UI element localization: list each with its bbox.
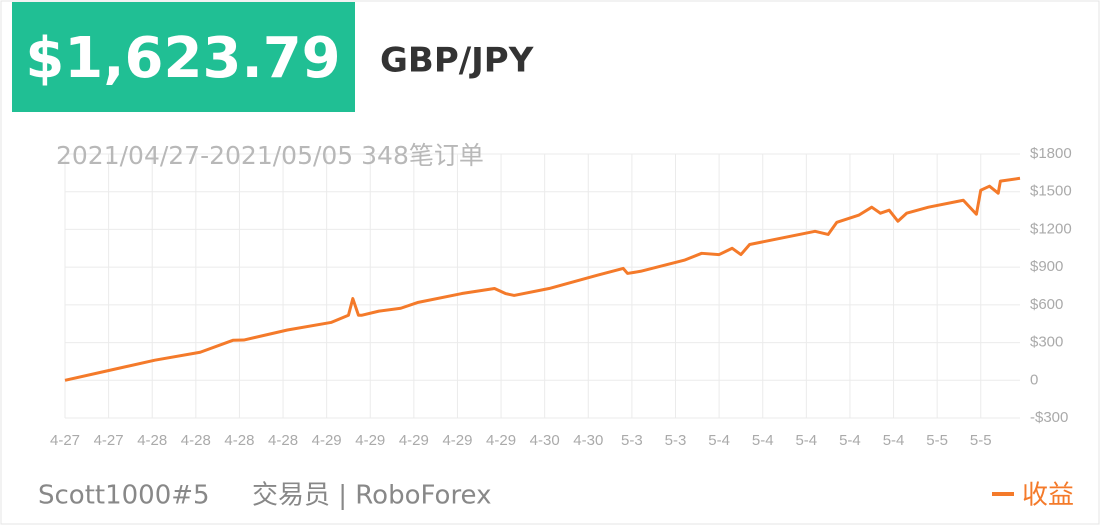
x-tick-label: 4-30 <box>530 432 560 449</box>
amount: $1,623.79 <box>25 26 340 91</box>
y-tick-label: $600 <box>1030 296 1063 313</box>
y-tick-label: $300 <box>1030 334 1063 351</box>
x-tick-label: 5-5 <box>970 432 992 449</box>
chart-title: 2021/04/27-2021/05/05 348笔订单 <box>56 141 484 170</box>
x-tick-label: 5-3 <box>621 432 643 449</box>
x-tick-label: 4-27 <box>50 432 80 449</box>
x-tick-label: 4-29 <box>442 432 472 449</box>
x-tick-label: 5-4 <box>839 432 861 449</box>
x-tick-label: 5-4 <box>708 432 730 449</box>
x-tick-label: 4-29 <box>486 432 516 449</box>
x-tick-label: 4-28 <box>137 432 167 449</box>
trader-role: 交易员 | RoboForex <box>252 481 492 511</box>
line-series <box>64 176 1021 382</box>
y-tick-label: $900 <box>1030 258 1063 275</box>
x-tick-label: 4-29 <box>399 432 429 449</box>
chart: $1800 $1500 $1200 $900 $600 $300 0 -$300 4-27 4-2… <box>50 141 1074 511</box>
pair: GBP/JPY <box>380 41 534 81</box>
y-tick-label: $1800 <box>1030 145 1072 162</box>
x-tick-label: 5-5 <box>926 432 948 449</box>
y-tick-label: $1500 <box>1030 183 1072 200</box>
x-tick-label: 5-3 <box>665 432 687 449</box>
y-tick-label: -$300 <box>1030 409 1068 426</box>
x-tick-label: 4-29 <box>312 432 342 449</box>
x-tick-label: 5-4 <box>883 432 905 449</box>
amount-box <box>12 2 355 112</box>
trader: Scott1000#5 <box>38 481 210 511</box>
x-tick-label: 5-4 <box>752 432 774 449</box>
x-tick-label: 4-28 <box>181 432 211 449</box>
y-tick-label: $1200 <box>1030 220 1072 237</box>
y-tick-label: 0 <box>1030 371 1038 388</box>
x-tick-label: 4-30 <box>573 432 603 449</box>
x-tick-label: 4-28 <box>224 432 254 449</box>
x-tick-label: 4-28 <box>268 432 298 449</box>
legend-label: 收益 <box>1022 481 1074 511</box>
x-tick-label: 4-27 <box>94 432 124 449</box>
x-tick-label: 5-4 <box>795 432 817 449</box>
x-tick-label: 4-29 <box>355 432 385 449</box>
